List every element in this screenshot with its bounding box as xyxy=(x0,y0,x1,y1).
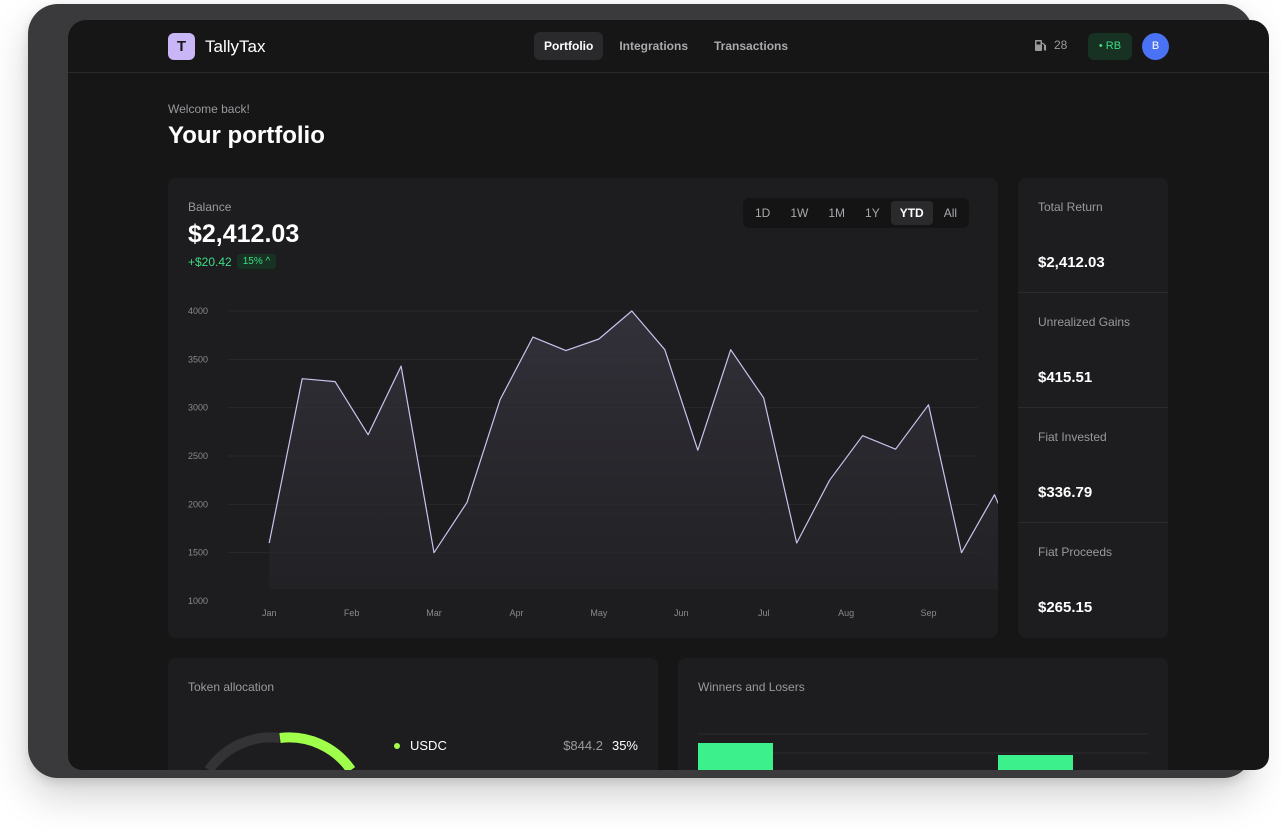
tab-portfolio[interactable]: Portfolio xyxy=(534,32,604,60)
app-screen: T TallyTax Portfolio Integrations Transa… xyxy=(68,20,1269,770)
balance-card: 4000 3500 3000 2500 2000 1500 1000 Jan Feb Mar Apr… xyxy=(168,178,998,638)
y-tick-label: 4000 xyxy=(188,306,208,316)
range-1m-button[interactable]: 1M xyxy=(828,206,846,220)
stat-value: $336.79 xyxy=(1038,484,1093,501)
winners-losers-title: Winners and Losers xyxy=(698,680,805,694)
stat-value: $2,412.03 xyxy=(1038,254,1105,271)
stat-label: Total Return xyxy=(1038,200,1103,214)
balance-area xyxy=(269,311,998,589)
x-tick-label: Mar xyxy=(426,608,442,618)
token-percent: 35% xyxy=(611,738,638,753)
allocation-donut xyxy=(204,732,356,770)
range-all-button[interactable]: All xyxy=(943,206,958,220)
token-allocation-card: Token allocation USDC $844.2 35% xyxy=(168,658,658,770)
stat-value: $415.51 xyxy=(1038,369,1093,386)
gas-indicator[interactable]: 28 xyxy=(1034,38,1067,52)
stat-total-return: Total Return $2,412.03 xyxy=(1018,178,1168,293)
x-tick-label: May xyxy=(590,608,608,618)
change-amount: +$20.42 xyxy=(188,254,232,269)
welcome-text: Welcome back! xyxy=(168,102,250,116)
y-tick-label: 1500 xyxy=(188,548,208,558)
top-bar: T TallyTax Portfolio Integrations Transa… xyxy=(68,20,1269,73)
gas-value: 28 xyxy=(1054,38,1068,52)
balance-change: +$20.42 15% ^ xyxy=(188,254,277,269)
winner-bar xyxy=(998,755,1073,770)
avatar[interactable]: B xyxy=(1142,33,1169,60)
token-allocation-title: Token allocation xyxy=(188,680,275,694)
tab-integrations[interactable]: Integrations xyxy=(619,39,688,53)
stat-unrealized-gains: Unrealized Gains $415.51 xyxy=(1018,293,1168,408)
balance-value: $2,412.03 xyxy=(188,220,300,248)
range-1y-button[interactable]: 1Y xyxy=(865,206,880,220)
time-range-selector: 1D 1W 1M 1Y YTD All xyxy=(743,198,970,228)
tab-transactions[interactable]: Transactions xyxy=(714,39,789,53)
stat-label: Unrealized Gains xyxy=(1038,315,1131,329)
device-frame: T TallyTax Portfolio Integrations Transa… xyxy=(28,4,1269,778)
winners-losers-chart xyxy=(698,733,1148,770)
stat-fiat-invested: Fiat Invested $336.79 xyxy=(1018,408,1168,523)
x-tick-label: Sep xyxy=(921,608,937,618)
x-tick-label: Feb xyxy=(344,608,360,618)
donut-segment-usdc xyxy=(279,732,356,770)
x-tick-label: Jul xyxy=(758,608,770,618)
app-name: TallyTax xyxy=(205,37,266,56)
x-tick-label: Jun xyxy=(674,608,689,618)
x-tick-label: Apr xyxy=(509,608,523,618)
app-logo[interactable]: T xyxy=(168,33,195,60)
token-value: $844.2 xyxy=(563,738,603,753)
stat-value: $265.15 xyxy=(1038,599,1093,616)
stat-label: Fiat Proceeds xyxy=(1038,545,1113,559)
winners-losers-card: Winners and Losers xyxy=(678,658,1168,770)
change-percent-badge: 15% ^ xyxy=(236,254,277,269)
donut-track xyxy=(204,732,281,770)
range-ytd-button[interactable]: YTD xyxy=(890,201,933,225)
account-badge[interactable]: • RB xyxy=(1088,33,1132,60)
balance-chart: 4000 3500 3000 2500 2000 1500 1000 Jan Feb Mar Apr… xyxy=(188,306,998,618)
main-nav: Portfolio Integrations Transactions xyxy=(534,32,798,60)
winner-bar xyxy=(698,743,773,770)
stat-label: Fiat Invested xyxy=(1038,430,1107,444)
range-1w-button[interactable]: 1W xyxy=(790,206,809,220)
balance-label: Balance xyxy=(188,200,232,214)
page-title: Your portfolio xyxy=(168,122,325,149)
range-1d-button[interactable]: 1D xyxy=(755,206,771,220)
token-name: USDC xyxy=(410,738,447,753)
y-tick-label: 2500 xyxy=(188,451,208,461)
y-tick-label: 2000 xyxy=(188,499,208,509)
x-tick-label: Jan xyxy=(262,608,277,618)
gas-pump-icon xyxy=(1035,39,1047,51)
y-tick-label: 3000 xyxy=(188,403,208,413)
balance-line xyxy=(268,310,998,554)
y-tick-label: 3500 xyxy=(188,354,208,364)
y-tick-label: 1000 xyxy=(188,596,208,606)
x-tick-label: Aug xyxy=(838,608,854,618)
stats-card: Total Return $2,412.03 Unrealized Gains … xyxy=(1018,178,1168,638)
token-row-usdc[interactable]: USDC $844.2 35% xyxy=(394,738,638,753)
token-color-dot xyxy=(394,742,400,749)
stat-fiat-proceeds: Fiat Proceeds $265.15 xyxy=(1018,523,1168,638)
